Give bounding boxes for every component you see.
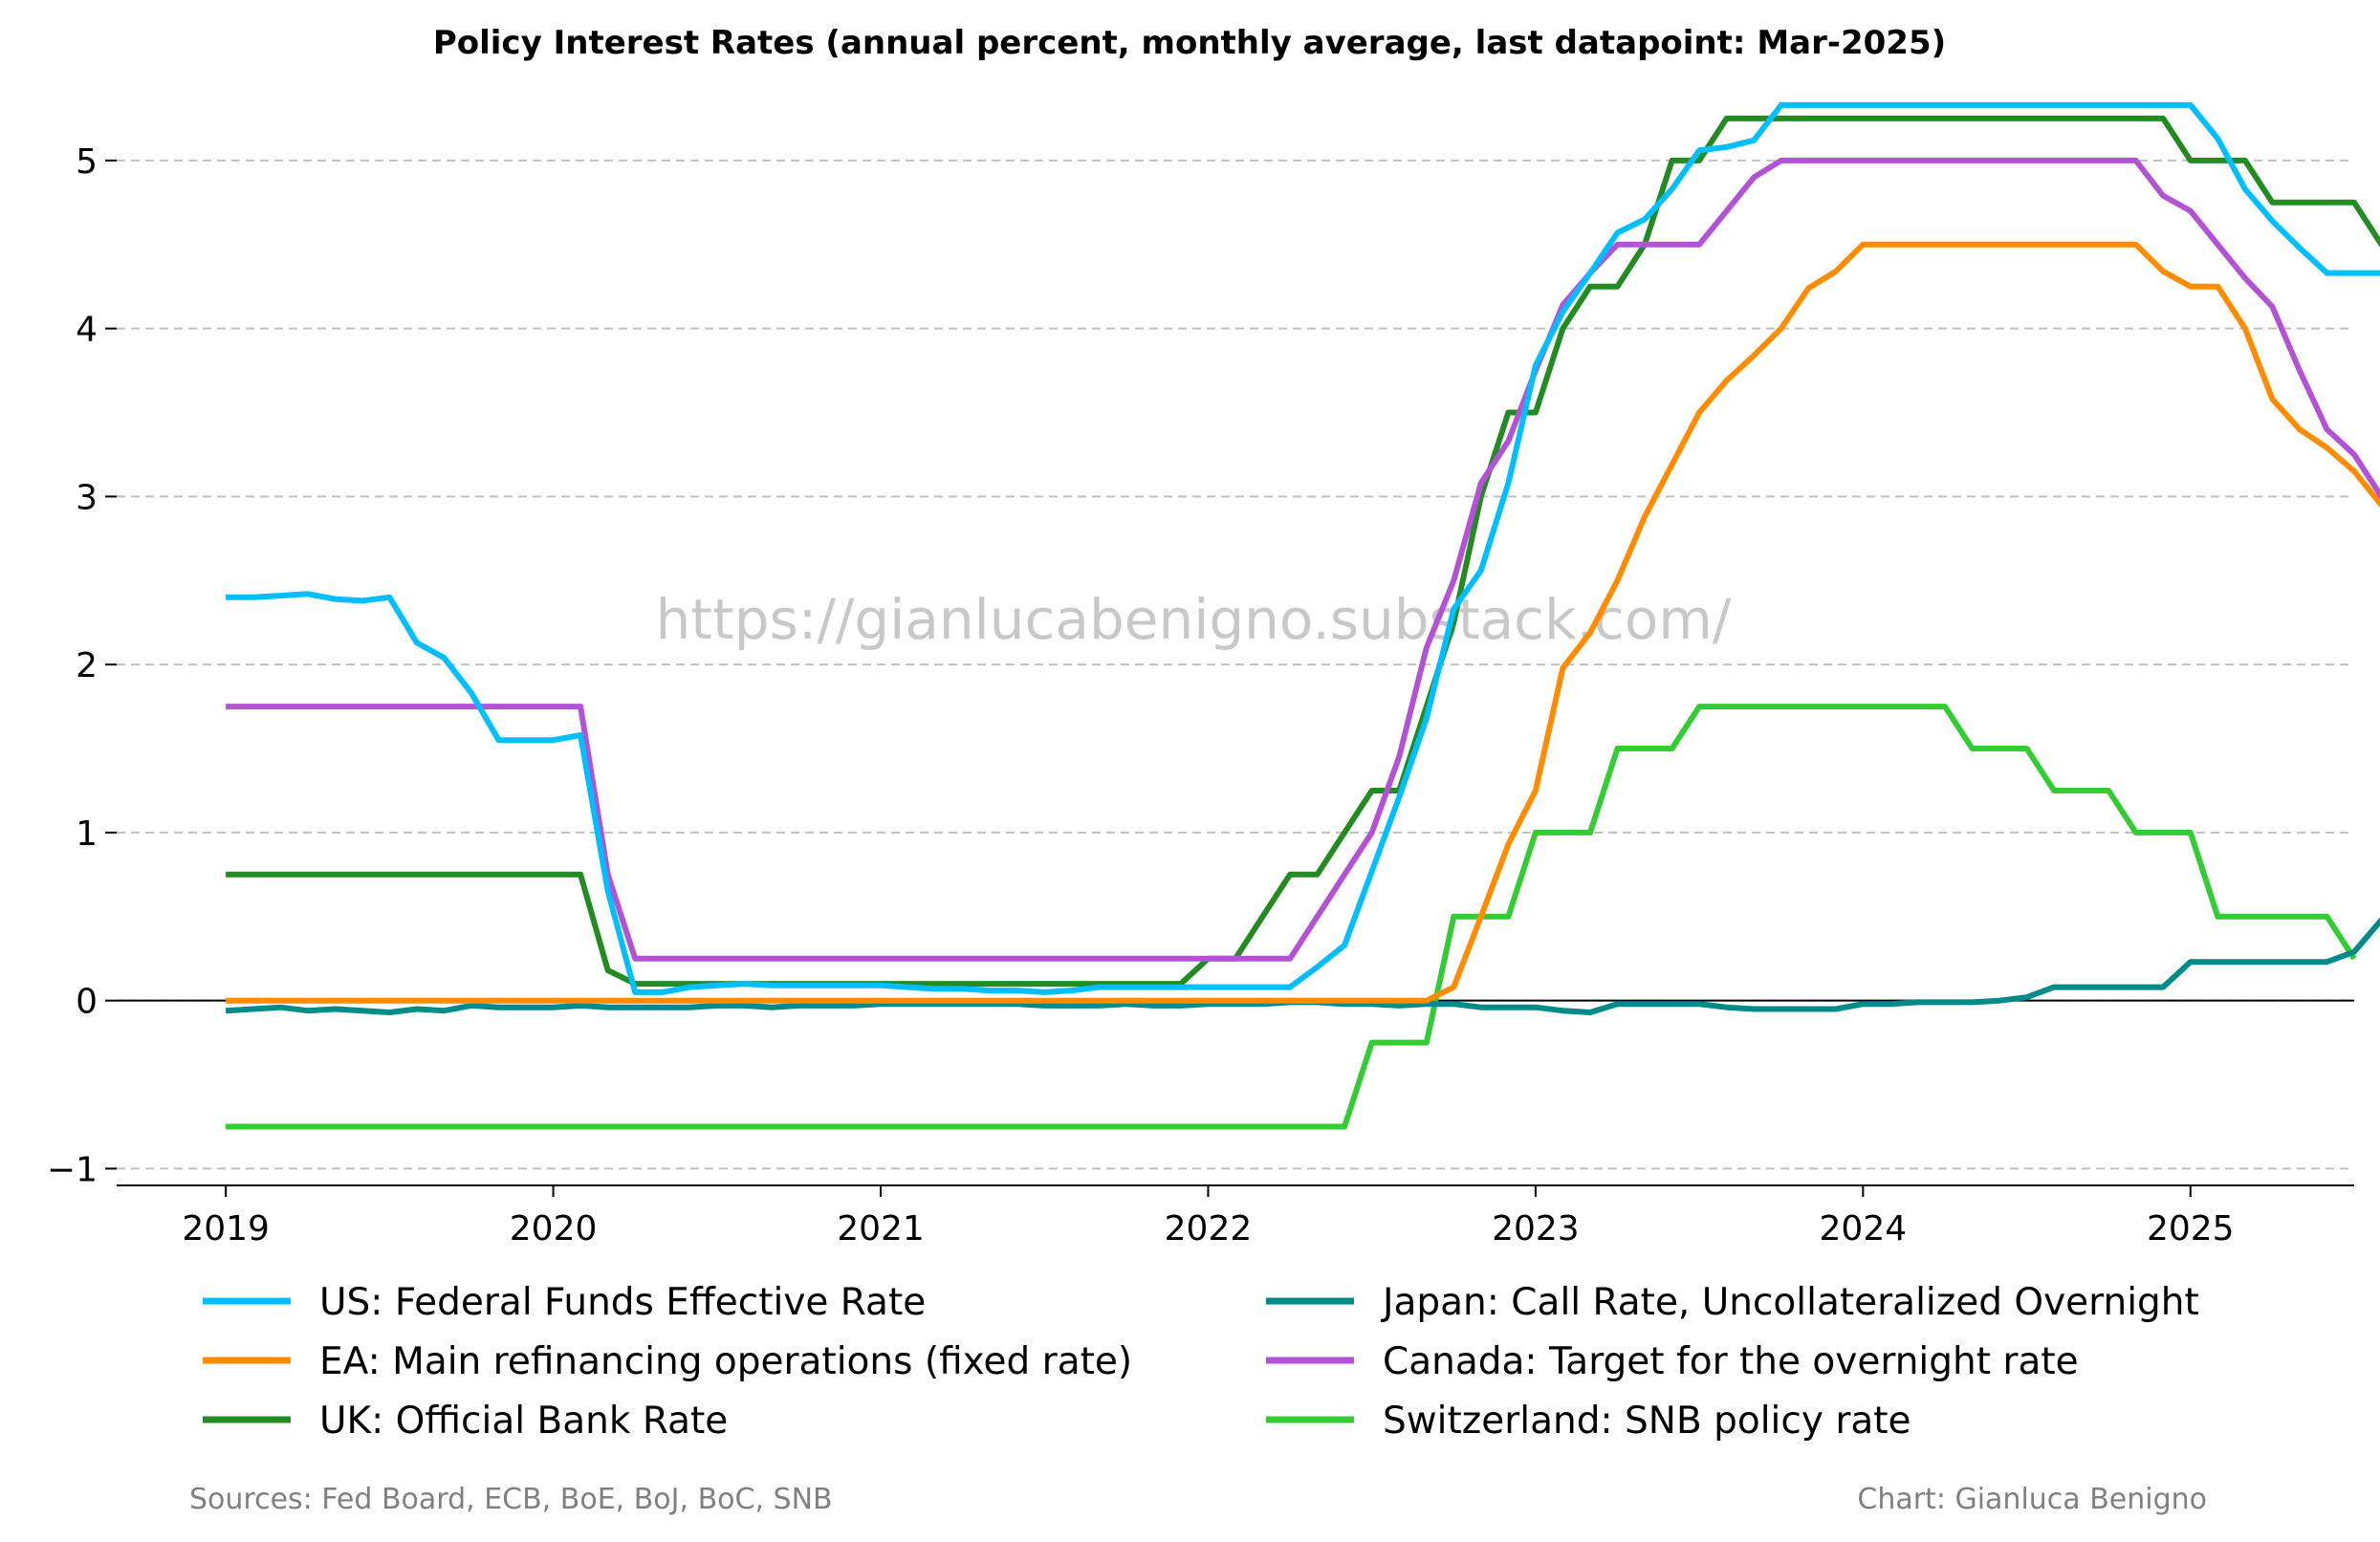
y-tick-label: 2 (76, 646, 98, 685)
legend-label: EA: Main refinancing operations (fixed r… (319, 1340, 1132, 1383)
x-tick-label: 2021 (837, 1209, 925, 1249)
legend: US: Federal Funds Effective Rate EA: Main… (203, 1281, 2199, 1443)
x-tick-label: 2023 (1492, 1209, 1580, 1249)
y-tick-label: 3 (76, 478, 98, 517)
legend-label: Switzerland: SNB policy rate (1383, 1400, 1911, 1443)
series-line (226, 101, 2380, 995)
axes (117, 999, 2354, 1186)
y-tick-label: 1 (76, 814, 98, 854)
series-line (226, 704, 2357, 1130)
legend-label: Japan: Call Rate, Uncollateralized Overn… (1380, 1281, 2199, 1324)
sources-note: Sources: Fed Board, ECB, BoE, BoJ, BoC, … (189, 1483, 833, 1516)
chart-title: Policy Interest Rates (annual percent, m… (433, 24, 1946, 62)
series-line (226, 157, 2380, 962)
y-axis-ticks: −1 0 1 2 3 4 5 (47, 142, 117, 1189)
x-tick-label: 2025 (2147, 1209, 2235, 1249)
series-line (226, 241, 2380, 1004)
y-tick-label: 4 (76, 311, 98, 350)
legend-label: Canada: Target for the overnight rate (1383, 1340, 2079, 1383)
watermark-text: https://gianlucabenigno.substack.com/ (656, 587, 1732, 652)
x-tick-label: 2024 (1820, 1209, 1908, 1249)
chart-credit: Chart: Gianluca Benigno (1857, 1483, 2207, 1516)
x-axis-ticks: 2019 2020 2021 2022 2023 2024 2025 (182, 1185, 2235, 1249)
x-tick-label: 2022 (1165, 1209, 1253, 1249)
x-tick-label: 2019 (182, 1209, 270, 1249)
legend-label: US: Federal Funds Effective Rate (319, 1281, 926, 1324)
legend-label: UK: Official Bank Rate (319, 1400, 728, 1443)
y-tick-label: 0 (76, 983, 98, 1022)
series-line (226, 115, 2380, 988)
series-lines (225, 101, 2380, 1130)
x-tick-label: 2020 (510, 1209, 598, 1249)
y-tick-label: 5 (76, 142, 98, 182)
y-tick-label: −1 (47, 1150, 98, 1189)
